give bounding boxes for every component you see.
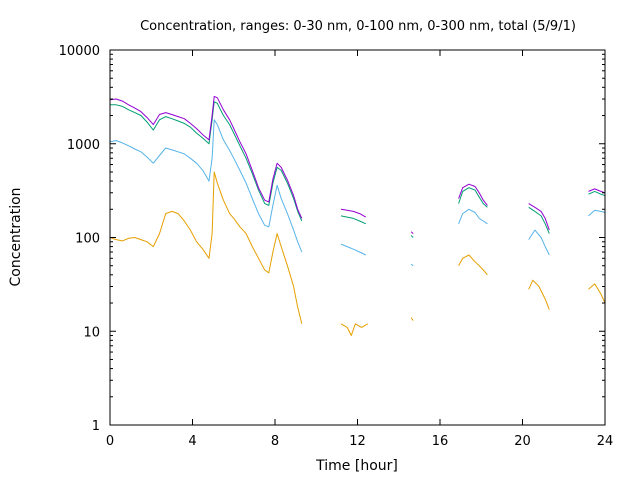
series-3-segment-3 (458, 183, 488, 206)
series-2-segment-2 (410, 235, 414, 238)
series-3-segment-2 (410, 231, 414, 234)
series-2-segment-5 (588, 190, 606, 197)
series-0-segment-5 (588, 283, 606, 304)
series-1-segment-1 (340, 243, 367, 256)
y-axis-label: Concentration (8, 187, 24, 286)
series-layer (109, 95, 606, 336)
series-3-segment-4 (528, 203, 550, 231)
series-2-segment-0 (110, 101, 303, 222)
x-axis-label: Time [hour] (315, 458, 398, 474)
chart-title: Concentration, ranges: 0-30 nm, 0-100 nm… (140, 19, 576, 34)
series-2-segment-1 (340, 215, 367, 225)
series-0-segment-2 (410, 317, 414, 321)
y-axis: 1 10 100 1000 10000 (59, 44, 605, 434)
series-2-segment-4 (528, 206, 550, 234)
x-tick-label: 16 (432, 434, 449, 449)
x-tick-label: 4 (188, 434, 196, 449)
series-1-segment-4 (528, 229, 550, 256)
series-0-segment-1 (340, 323, 369, 336)
x-tick-label: 8 (271, 434, 279, 449)
series-0-segment-3 (458, 254, 488, 276)
y-tick-label: 1 (92, 419, 100, 434)
x-axis: 0 4 8 12 16 20 24 (106, 50, 613, 449)
y-tick-label: 10000 (59, 44, 100, 59)
series-0-segment-4 (528, 279, 550, 310)
series-3-segment-0 (109, 95, 303, 219)
x-tick-label: 24 (597, 434, 614, 449)
series-3-segment-5 (588, 188, 606, 194)
y-tick-label: 10 (83, 325, 100, 340)
y-tick-label: 1000 (67, 138, 100, 153)
x-tick-label: 12 (349, 434, 366, 449)
series-1-segment-0 (109, 119, 303, 253)
y-tick-label: 100 (75, 232, 100, 247)
series-0-segment-0 (109, 171, 303, 324)
series-1-segment-2 (410, 263, 414, 267)
series-1-segment-3 (458, 208, 488, 225)
series-1-segment-5 (588, 209, 606, 217)
x-tick-label: 20 (514, 434, 531, 449)
series-3-segment-1 (340, 208, 367, 218)
series-2-segment-3 (458, 187, 488, 208)
x-tick-label: 0 (106, 434, 114, 449)
